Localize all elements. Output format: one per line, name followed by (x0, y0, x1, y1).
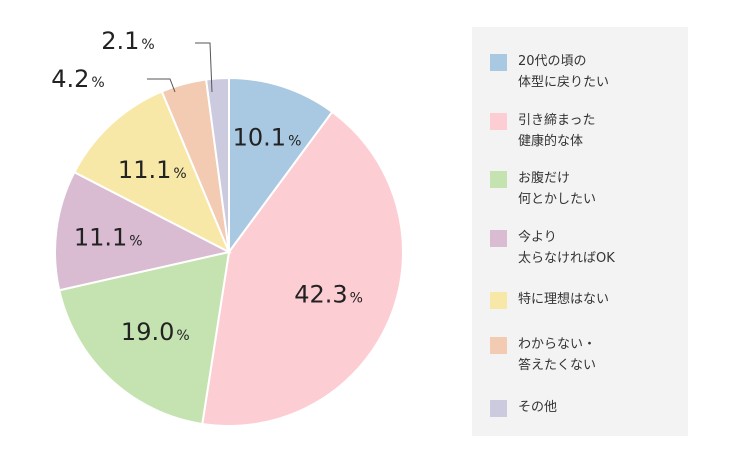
value-label: 19.0% (121, 318, 190, 346)
value-label: 2.1% (101, 27, 154, 55)
legend-label: わからない・ 答えたくない (518, 337, 597, 373)
legend-item: 今より 太らなければOK (490, 229, 615, 269)
value-label: 11.1% (74, 224, 143, 252)
value-unit: % (129, 234, 142, 250)
value-label: 4.2% (51, 65, 104, 93)
value-number: 11.1 (74, 224, 127, 252)
pie-slice (204, 76, 230, 253)
value-number: 42.3 (294, 281, 347, 309)
legend-label: 20代の頃の 体型に戻りたい (518, 54, 610, 90)
value-number: 11.1 (118, 156, 171, 184)
pie-slices (54, 76, 405, 427)
legend-item: 特に理想はない (490, 291, 609, 310)
value-unit: % (91, 75, 104, 91)
value-unit: % (288, 133, 301, 149)
legend-item: 引き締まった 健康的な体 (490, 112, 595, 152)
value-unit: % (173, 166, 186, 182)
pie-slice (201, 110, 405, 427)
legend-label: お腹だけ 何とかしたい (518, 171, 597, 207)
legend-swatch (490, 230, 507, 247)
legend-item: その他 (490, 399, 557, 418)
legend-swatch (490, 113, 507, 130)
legend-label: 引き締まった 健康的な体 (518, 113, 596, 149)
leader-lines (147, 42, 213, 93)
legend-swatch (490, 54, 507, 71)
legend-label: その他 (518, 400, 558, 415)
legend-item: わからない・ 答えたくない (490, 336, 596, 376)
legend-label: 特に理想はない (518, 292, 610, 307)
leader-line (195, 42, 213, 93)
value-labels: 10.1 %42.3 %19.0 %11.1 %11.1 %4.2 %2.1% (51, 27, 363, 346)
value-unit: % (176, 328, 189, 344)
value-number: 10.1 (233, 123, 286, 151)
pie-slice (58, 250, 231, 426)
legend: 20代の頃の 体型に戻りたい 引き締まった 健康的な体 お腹だけ 何とかしたい … (472, 27, 688, 436)
value-number: 2.1 (101, 27, 139, 55)
value-unit: % (350, 291, 363, 307)
value-label: 11.1% (118, 156, 187, 184)
legend-item: 20代の頃の 体型に戻りたい (490, 53, 609, 93)
value-number: 19.0 (121, 318, 174, 346)
pie-slice (73, 90, 231, 255)
legend-swatch (490, 171, 507, 188)
legend-swatch (490, 292, 507, 309)
leader-line (147, 78, 176, 93)
pie-slice (54, 170, 232, 292)
legend-swatch (490, 400, 507, 417)
legend-swatch (490, 337, 507, 354)
value-label: 10.1% (233, 123, 302, 151)
pie-slice (228, 76, 334, 256)
value-label: 42.3% (294, 281, 363, 309)
legend-label: 今より 太らなければOK (518, 230, 615, 266)
legend-item: お腹だけ 何とかしたい (490, 170, 596, 210)
value-number: 4.2 (51, 65, 89, 93)
value-unit: % (141, 37, 154, 53)
